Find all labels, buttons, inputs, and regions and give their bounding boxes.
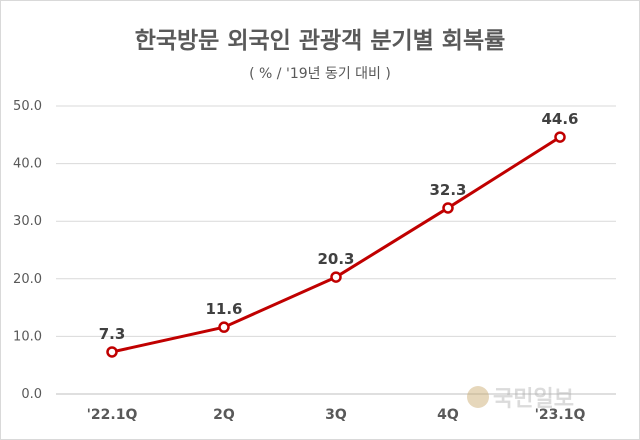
data-point: [218, 321, 230, 333]
data-label: 7.3: [99, 325, 126, 343]
y-tick-label: 20.0: [13, 272, 42, 287]
data-point: [330, 271, 342, 283]
chart-subtitle: ( % / '19년 동기 대비 ): [249, 66, 391, 82]
data-label: 44.6: [541, 110, 578, 128]
chart-title: 한국방문 외국인 관광객 분기별 회복률: [134, 28, 506, 54]
x-tick-label: '23.1Q: [535, 407, 586, 423]
series-line: [111, 135, 561, 354]
data-point: [554, 131, 566, 143]
x-tick-label: 4Q: [437, 407, 459, 423]
data-label: 32.3: [429, 181, 466, 199]
data-point: [442, 202, 454, 214]
y-tick-label: 30.0: [13, 214, 42, 229]
y-tick-label: 50.0: [13, 99, 42, 114]
x-tick-label: 3Q: [325, 407, 347, 423]
y-tick-label: 0.0: [21, 387, 42, 402]
watermark-text: 국민일보: [493, 387, 574, 412]
x-tick-label: '22.1Q: [87, 407, 138, 423]
newspaper-logo-icon: [467, 386, 489, 408]
x-tick-label: 2Q: [213, 407, 235, 423]
data-point: [106, 346, 118, 358]
watermark: 국민일보: [467, 381, 574, 413]
data-label: 20.3: [317, 250, 354, 268]
y-tick-label: 10.0: [13, 329, 42, 344]
data-label: 11.6: [205, 300, 242, 318]
y-tick-label: 40.0: [13, 157, 42, 172]
